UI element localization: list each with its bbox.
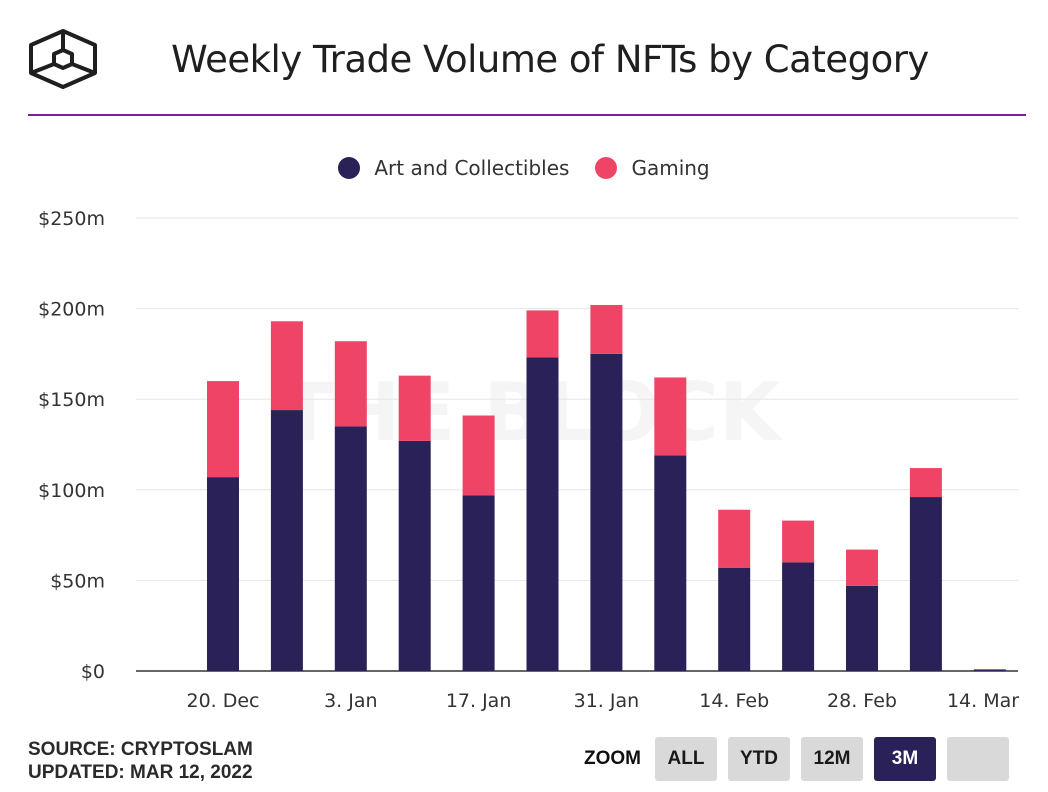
bar-art-and-collectibles[interactable] (846, 585, 878, 671)
bar-gaming[interactable] (654, 377, 687, 456)
zoom-3m-button[interactable]: 3M (874, 737, 936, 781)
bar-gaming[interactable] (973, 669, 1006, 670)
y-tick-label: $150m (38, 389, 105, 411)
x-tick-label: 20. Dec (186, 690, 259, 712)
legend-item-gaming[interactable]: Gaming (595, 156, 710, 180)
chart-title: Weekly Trade Volume of NFTs by Category (171, 38, 929, 81)
bar-art-and-collectibles[interactable] (526, 357, 559, 671)
x-tick-label: 31. Jan (574, 690, 640, 712)
zoom-extra-button[interactable] (947, 737, 1009, 781)
x-axis-ticks: 20. Dec 3. Jan 17. Jan 31. Jan 14. Feb 28. Fe… (186, 690, 1019, 712)
zoom-controls: ZOOM ALL YTD 12M 3M (584, 737, 1009, 781)
zoom-all-button[interactable]: ALL (655, 737, 717, 781)
bar-art-and-collectibles[interactable] (718, 567, 751, 671)
legend-label-gaming: Gaming (631, 156, 710, 180)
legend-item-art[interactable]: Art and Collectibles (338, 156, 569, 180)
the-block-cube-logo-icon (29, 29, 97, 89)
y-tick-label: $250m (38, 208, 105, 230)
x-tick-label: 17. Jan (446, 690, 512, 712)
gridlines (136, 217, 1018, 672)
chart-legend: Art and Collectibles Gaming (0, 156, 1048, 180)
bar-gaming[interactable] (718, 509, 751, 568)
y-tick-label: $50m (50, 570, 105, 592)
y-tick-label: $0 (81, 661, 105, 683)
bar-art-and-collectibles[interactable] (207, 477, 239, 671)
source-block: SOURCE: CRYPTOSLAM UPDATED: MAR 12, 2022 (28, 738, 253, 784)
bar-art-and-collectibles[interactable] (462, 495, 495, 671)
bar-art-and-collectibles[interactable] (782, 562, 815, 671)
zoom-12m-button[interactable]: 12M (801, 737, 863, 781)
bar-gaming[interactable] (590, 304, 623, 354)
y-axis-ticks: $0 $50m $100m $150m $200m $250m (38, 208, 105, 683)
bar-gaming[interactable] (462, 415, 495, 496)
x-tick-label: 14. Feb (699, 690, 769, 712)
bar-gaming[interactable] (270, 321, 303, 411)
source-text: SOURCE: CRYPTOSLAM (28, 739, 253, 760)
bar-art-and-collectibles[interactable] (334, 426, 367, 671)
bar-art-and-collectibles[interactable] (398, 440, 431, 671)
zoom-ytd-button[interactable]: YTD (728, 737, 790, 781)
legend-swatch-gaming (595, 157, 618, 179)
updated-text: UPDATED: MAR 12, 2022 (28, 762, 253, 783)
zoom-label: ZOOM (584, 748, 641, 769)
legend-label-art: Art and Collectibles (374, 156, 570, 180)
bar-gaming[interactable] (398, 375, 431, 441)
legend-swatch-art (338, 157, 361, 179)
bar-gaming[interactable] (909, 468, 942, 498)
bar-art-and-collectibles[interactable] (654, 455, 687, 671)
title-divider (28, 114, 1026, 116)
bar-chart: THE BLOCK $0$50m$100m$150m$200m$250m 20.… (38, 208, 1019, 712)
bar-art-and-collectibles[interactable] (973, 669, 1006, 671)
bar-gaming[interactable] (526, 310, 559, 358)
y-tick-label: $100m (38, 480, 105, 502)
x-tick-label: 3. Jan (324, 690, 377, 712)
bar-gaming[interactable] (846, 549, 878, 586)
bar-gaming[interactable] (782, 520, 815, 563)
y-tick-label: $200m (38, 299, 105, 321)
x-tick-label: 14. Mar (947, 690, 1019, 712)
bars (207, 304, 1006, 671)
bar-gaming[interactable] (334, 341, 367, 427)
x-tick-label: 28. Feb (827, 690, 897, 712)
bar-art-and-collectibles[interactable] (590, 353, 623, 671)
bar-art-and-collectibles[interactable] (270, 410, 303, 671)
bar-gaming[interactable] (207, 381, 239, 478)
bar-art-and-collectibles[interactable] (909, 497, 942, 671)
